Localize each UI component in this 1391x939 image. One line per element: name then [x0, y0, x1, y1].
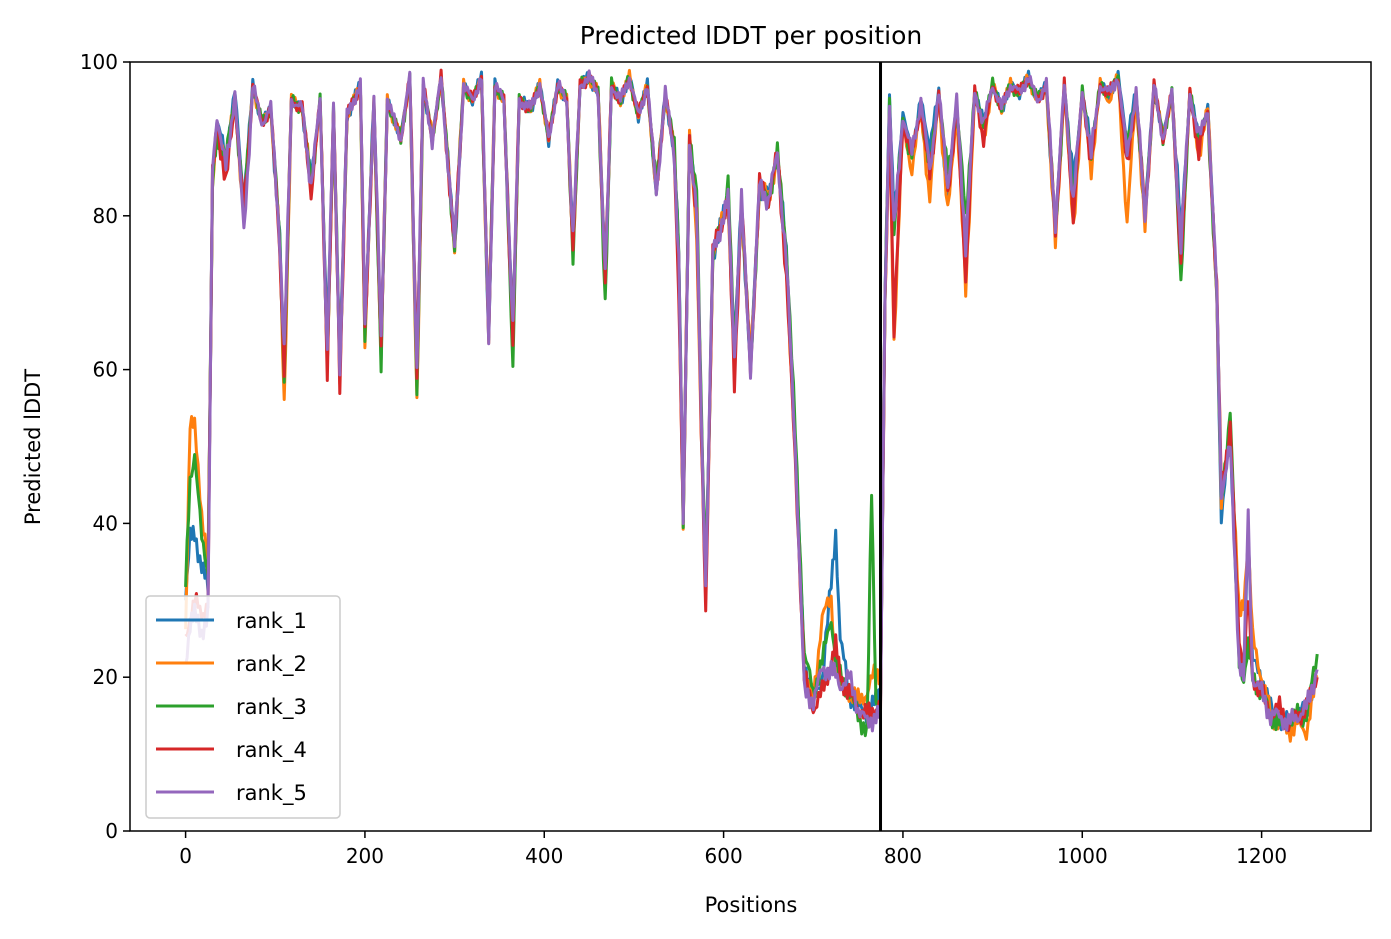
x-axis: 0 200 400 600 800 1000 1200: [179, 831, 1287, 868]
legend-label-rank_5: rank_5: [236, 781, 307, 806]
y-tick-label: 0: [105, 819, 118, 843]
y-axis-title: Predicted lDDT: [21, 369, 45, 525]
y-tick-label: 20: [93, 665, 118, 689]
x-tick-label: 1200: [1236, 844, 1287, 868]
x-tick-label: 400: [525, 844, 563, 868]
legend-label-rank_4: rank_4: [236, 738, 307, 763]
y-tick-label: 40: [93, 511, 118, 535]
x-tick-label: 600: [705, 844, 743, 868]
x-tick-label: 0: [179, 844, 192, 868]
legend-label-rank_2: rank_2: [236, 652, 307, 677]
y-tick-label: 100: [80, 50, 118, 74]
y-tick-label: 60: [93, 358, 118, 382]
chart-title: Predicted lDDT per position: [580, 21, 922, 50]
y-axis: 0 20 40 60 80 100: [80, 50, 130, 843]
plot-lines: [184, 68, 1319, 743]
x-tick-label: 800: [884, 844, 922, 868]
x-tick-label: 200: [346, 844, 384, 868]
legend-label-rank_3: rank_3: [236, 695, 307, 720]
plot-frame: [129, 61, 1372, 832]
x-tick-label: 1000: [1057, 844, 1108, 868]
legend-box: [145, 595, 341, 819]
x-axis-title: Positions: [705, 893, 798, 917]
legend: rank_1 rank_2 rank_3 rank_4 rank_5: [145, 595, 341, 819]
y-tick-label: 80: [93, 204, 118, 228]
series-line-rank_5: [184, 69, 1319, 733]
legend-label-rank_1: rank_1: [236, 609, 307, 634]
